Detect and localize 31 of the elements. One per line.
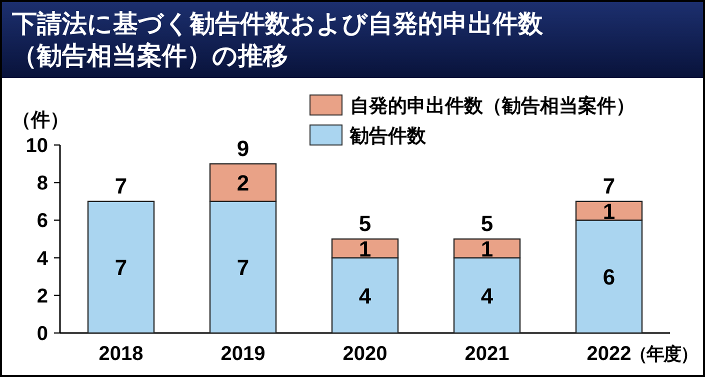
x-tick-label: 2022 xyxy=(586,343,632,365)
y-tick-label: 4 xyxy=(36,248,49,270)
x-tick-label: 2021 xyxy=(464,343,510,365)
y-tick-label: 6 xyxy=(36,210,48,232)
data-label: 7 xyxy=(114,255,128,280)
chart-title: 下請法に基づく勧告件数および自発的申出件数（勧告相当案件）の推移 xyxy=(12,9,544,72)
total-label: 5 xyxy=(358,211,372,236)
legend-label: 自発的申出件数（勧告相当案件） xyxy=(350,95,635,117)
y-tick-label: 8 xyxy=(36,172,48,195)
data-label: 4 xyxy=(358,283,372,308)
y-tick-label: 10 xyxy=(26,135,48,157)
total-label: 7 xyxy=(114,173,128,198)
data-label: 4 xyxy=(480,283,494,308)
total-label: 5 xyxy=(480,211,494,236)
bar xyxy=(87,200,155,334)
total-label: 9 xyxy=(236,136,250,161)
data-label: 7 xyxy=(236,255,250,280)
total-label: 7 xyxy=(602,173,616,198)
data-label: 1 xyxy=(480,236,494,262)
legend-label: 勧告件数 xyxy=(349,125,427,147)
data-label: 6 xyxy=(602,264,616,290)
x-tick-label: 2018 xyxy=(98,343,144,365)
data-label: 2 xyxy=(236,170,250,196)
y-tick-label: 2 xyxy=(36,285,48,308)
x-tick-label: 2019 xyxy=(220,343,266,365)
y-tick-label: 0 xyxy=(36,323,48,345)
x-tick-label: 2020 xyxy=(342,343,388,365)
data-label: 1 xyxy=(358,236,372,262)
data-label: 1 xyxy=(602,198,616,224)
x-axis-title: （年度） xyxy=(629,344,698,364)
y-axis-title: （件） xyxy=(12,110,69,131)
